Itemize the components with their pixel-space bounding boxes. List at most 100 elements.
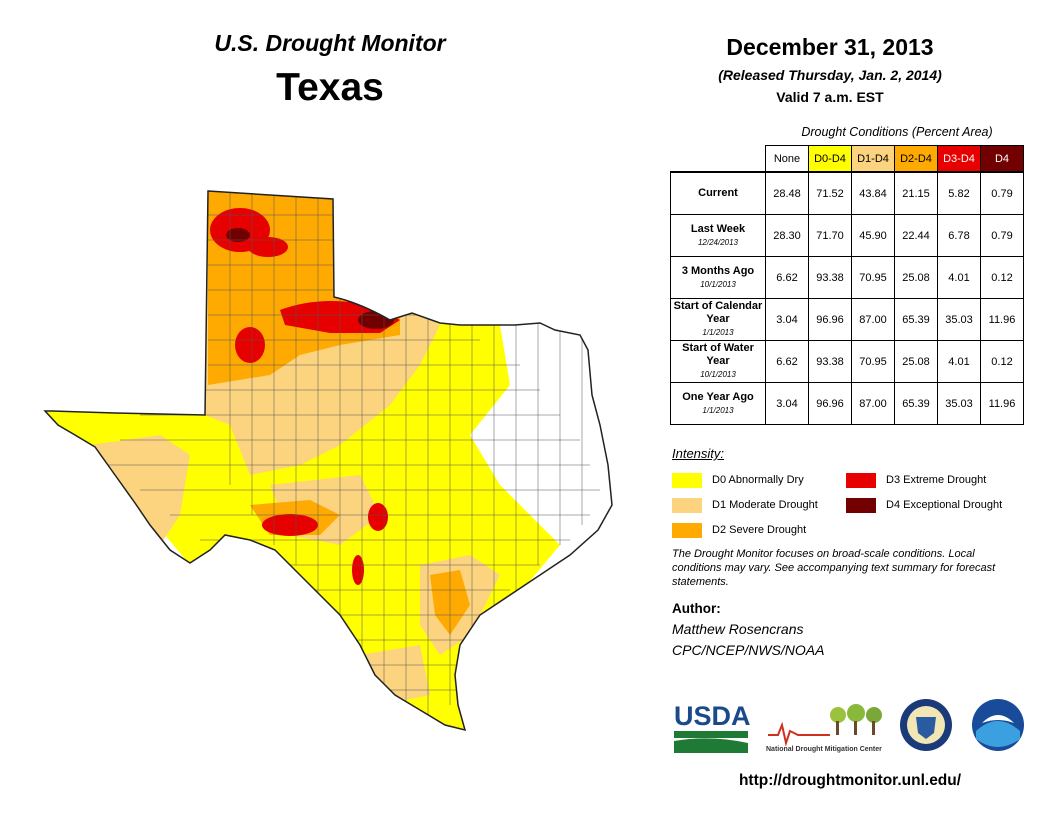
table-cell: 96.96 [808, 382, 852, 425]
table-cell: 0.79 [980, 214, 1024, 257]
table-row: Current 28.48 71.52 43.84 21.15 5.82 0.79 [670, 171, 1024, 215]
table-cell: 70.95 [851, 256, 895, 299]
table-cell: 87.00 [851, 298, 895, 341]
row-label-text: Last Week [690, 222, 746, 235]
col-d0-d4: D0-D4 [808, 145, 852, 173]
table-cell: 87.00 [851, 382, 895, 425]
drought-stats-table: None D0-D4 D1-D4 D2-D4 D3-D4 D4 Current 2… [670, 145, 1024, 425]
row-label-text: 3 Months Ago [681, 264, 755, 277]
noaa-logo [972, 699, 1024, 751]
legend-swatch-d2 [672, 523, 702, 538]
table-cell: 96.96 [808, 298, 852, 341]
table-row: 3 Months Ago 10/1/2013 6.62 93.38 70.95 25.08… [670, 256, 1024, 299]
row-date: 1/1/2013 [702, 405, 734, 415]
legend-swatch-d3 [846, 473, 876, 488]
legend-title: Intensity: [672, 446, 725, 461]
table-cell: 5.82 [937, 171, 981, 215]
drought-areas [45, 191, 612, 730]
monitor-title: U.S. Drought Monitor [214, 30, 446, 56]
svg-text:USDA: USDA [674, 701, 751, 731]
header-blank [671, 146, 766, 173]
table-cell: 35.03 [937, 298, 981, 341]
row-label: Last Week 12/24/2013 [670, 214, 766, 257]
author-name: Matthew Rosencrans [672, 621, 804, 637]
table-row: One Year Ago 1/1/2013 3.04 96.96 87.00 65.39 3… [670, 382, 1024, 425]
table-cell: 11.96 [980, 382, 1024, 425]
legend-swatch-d4 [846, 498, 876, 513]
row-label: Current [670, 171, 766, 215]
table-cell: 70.95 [851, 340, 895, 383]
table-cell: 43.84 [851, 171, 895, 215]
table-cell: 65.39 [894, 382, 938, 425]
d3-area-2 [248, 237, 288, 257]
author-label: Author: [672, 601, 721, 616]
table-cell: 21.15 [894, 171, 938, 215]
texas-outline [43, 190, 613, 732]
legend-swatch-d0 [672, 473, 702, 488]
table-cell: 45.90 [851, 214, 895, 257]
d3-area-7 [352, 555, 364, 585]
table-cell: 4.01 [937, 256, 981, 299]
table-cell: 71.52 [808, 171, 852, 215]
legend-label-d3: D3 Extreme Drought [886, 474, 987, 486]
row-label-text: Start of Water Year [682, 342, 754, 367]
row-label: Start of Water Year 10/1/2013 [670, 340, 766, 383]
legend-label-d0: D0 Abnormally Dry [712, 474, 804, 486]
row-date: 10/1/2013 [700, 279, 736, 289]
table-cell: 28.48 [765, 171, 809, 215]
usda-logo: USDA [674, 701, 751, 753]
table-cell: 3.04 [765, 298, 809, 341]
table-row: Start of Water Year 10/1/2013 6.62 93.38 70.… [670, 340, 1024, 383]
col-d1-d4: D1-D4 [851, 145, 895, 173]
table-cell: 93.38 [808, 340, 852, 383]
row-label-text: Start of Calendar Year [673, 300, 763, 325]
svg-text:National Drought Mitigation Ce: National Drought Mitigation Center [766, 746, 882, 753]
row-label: 3 Months Ago 10/1/2013 [670, 256, 766, 299]
row-date: 12/24/2013 [697, 237, 739, 247]
legend-label-d1: D1 Moderate Drought [712, 499, 818, 511]
website-link[interactable]: http://droughtmonitor.unl.edu/ [738, 772, 962, 789]
table-cell: 6.78 [937, 214, 981, 257]
texas-drought-map [43, 190, 613, 732]
d1-area-south [360, 645, 430, 705]
table-cell: 25.08 [894, 340, 938, 383]
table-cell: 93.38 [808, 256, 852, 299]
release-note: (Released Thursday, Jan. 2, 2014) [718, 67, 942, 83]
d3-area-4 [235, 327, 265, 363]
table-cell: 6.62 [765, 340, 809, 383]
table-cell: 0.79 [980, 171, 1024, 215]
partner-logos: USDA National Drought Mitigation Center [674, 699, 1024, 753]
table-header-row: None D0-D4 D1-D4 D2-D4 D3-D4 D4 [671, 145, 1024, 173]
table-cell: 0.12 [980, 340, 1024, 383]
state-title: Texas [276, 66, 384, 109]
county-grid [100, 191, 600, 725]
col-d4: D4 [980, 145, 1024, 173]
d4-area-1 [226, 228, 250, 242]
d3-area-6 [368, 503, 388, 531]
col-d2-d4: D2-D4 [894, 145, 938, 173]
table-cell: 35.03 [937, 382, 981, 425]
table-caption: Drought Conditions (Percent Area) [801, 125, 993, 139]
col-none: None [765, 145, 809, 173]
ndmc-logo: National Drought Mitigation Center [766, 704, 882, 753]
row-date: 10/1/2013 [700, 370, 736, 379]
valid-time: Valid 7 a.m. EST [776, 89, 884, 105]
table-cell: 3.04 [765, 382, 809, 425]
map-date: December 31, 2013 [726, 34, 934, 60]
legend-swatch-d1 [672, 498, 702, 513]
disclaimer-note: The Drought Monitor focuses on broad-sca… [672, 548, 996, 588]
legend-label-d2: D2 Severe Drought [712, 524, 807, 536]
table-cell: 6.62 [765, 256, 809, 299]
author-org: CPC/NCEP/NWS/NOAA [672, 642, 825, 658]
table-cell: 0.12 [980, 256, 1024, 299]
row-date: 1/1/2013 [702, 328, 734, 337]
table-cell: 71.70 [808, 214, 852, 257]
row-label-text: Current [698, 187, 738, 199]
table-row: Start of Calendar Year 1/1/2013 3.04 96.96 8… [670, 298, 1024, 341]
table-cell: 22.44 [894, 214, 938, 257]
row-label-text: One Year Ago [682, 390, 754, 403]
table-row: Last Week 12/24/2013 28.30 71.70 45.90 22.44 6… [670, 214, 1024, 257]
row-label: Start of Calendar Year 1/1/2013 [670, 298, 766, 341]
table-cell: 28.30 [765, 214, 809, 257]
table-cell: 11.96 [980, 298, 1024, 341]
